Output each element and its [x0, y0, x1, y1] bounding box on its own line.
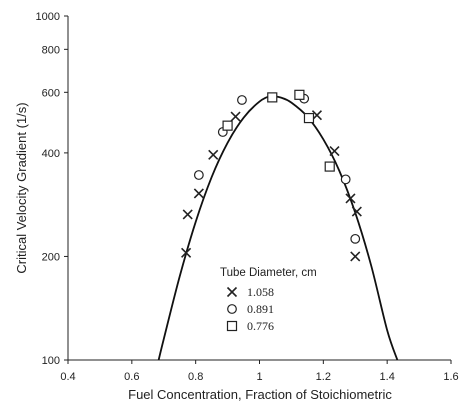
data-point-square: [222, 120, 233, 131]
fit-curve-line: [157, 95, 399, 361]
x-marker-stroke: [230, 111, 241, 122]
data-point-square: [267, 92, 278, 103]
axes: [64, 15, 452, 364]
x-marker-stroke: [329, 145, 340, 157]
x-marker-stroke: [182, 209, 193, 220]
x-marker-stroke: [226, 286, 238, 298]
y-tick-label: 200: [42, 251, 60, 263]
data-point-square: [303, 112, 315, 124]
x-tick-label: 0.8: [188, 371, 203, 383]
data-points: [181, 89, 362, 262]
legend-marker-x: [226, 286, 238, 298]
data-point-x: [208, 149, 219, 160]
legend-title: Tube Diameter, cm: [220, 267, 317, 279]
y-tick-label: 1000: [36, 11, 60, 23]
data-point-x: [329, 145, 340, 157]
legend-label: 0.776: [247, 319, 274, 333]
y-tick-label: 600: [42, 87, 60, 99]
data-point-circle: [193, 170, 204, 180]
y-tick-label: 100: [42, 355, 60, 367]
x-marker-stroke: [345, 193, 356, 204]
data-point-x: [181, 247, 192, 258]
legend-marker-square: [226, 320, 238, 332]
data-point-square: [324, 161, 335, 172]
y-axis-title: Critical Velocity Gradient (1/s): [14, 102, 29, 273]
x-tick-label: 0.4: [60, 371, 75, 383]
data-point-circle: [237, 95, 247, 105]
data-point-circle: [340, 174, 351, 185]
data-point-x: [351, 206, 362, 217]
x-tick-label: 1.4: [380, 371, 395, 383]
y-tick-label: 400: [42, 148, 60, 160]
x-marker-stroke: [208, 149, 219, 160]
data-point-x: [193, 188, 204, 199]
legend-marker-circle: [227, 304, 237, 314]
x-tick-label: 0.6: [124, 371, 139, 383]
legend-label: 1.058: [247, 285, 274, 299]
x-marker-stroke: [351, 206, 362, 217]
x-tick-label: 1.2: [316, 371, 331, 383]
x-tick-label: 1: [256, 371, 262, 383]
y-tick-label: 800: [42, 44, 60, 56]
data-point-x: [182, 209, 193, 220]
fit-curve-group: [157, 95, 399, 361]
legend: Tube Diameter, cm 1.058 0.891 0.776: [220, 267, 317, 333]
x-marker-stroke: [350, 251, 361, 262]
data-point-x: [230, 111, 241, 122]
data-point-square: [294, 89, 305, 100]
legend-label: 0.891: [247, 302, 274, 316]
x-marker-stroke: [181, 247, 192, 258]
x-axis-title: Fuel Concentration, Fraction of Stoichio…: [128, 387, 392, 402]
tick-labels: 0.4 0.6 0.8 1 1.2 1.4 1.6 100 200 400 600 800 1000: [36, 11, 459, 383]
data-point-circle: [350, 233, 361, 244]
x-tick-label: 1.6: [443, 371, 458, 383]
data-point-x: [345, 193, 356, 204]
data-point-x: [350, 251, 361, 262]
x-marker-stroke: [193, 188, 204, 199]
